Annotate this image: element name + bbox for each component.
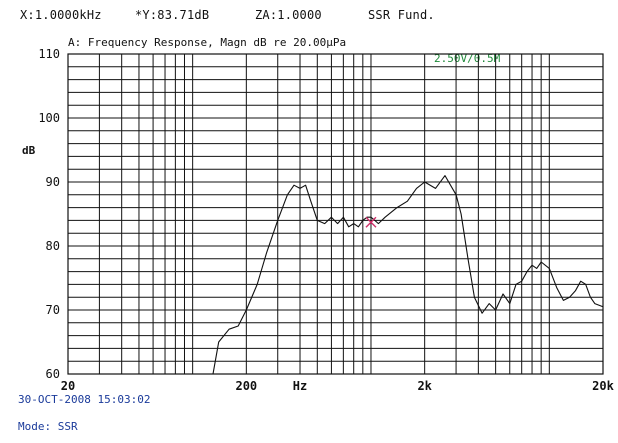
mode-footer: Mode: SSR: [18, 420, 78, 433]
x-readout: X:1.0000kHz: [20, 8, 102, 22]
y-readout: *Y:83.71dB: [135, 8, 210, 22]
chart-grid: [67, 53, 604, 375]
y-axis-label: dB: [22, 144, 36, 157]
response-curve: [212, 175, 604, 375]
x-tick-label: 20k: [592, 379, 614, 393]
x-tick-label: 200: [235, 379, 257, 393]
chart-cursor: [365, 216, 377, 228]
chart-title: A: Frequency Response, Magn dB re 20.00µ…: [68, 36, 347, 49]
cursor-marker-b: [365, 216, 377, 228]
chart-tick-labels: 60 70 80 90 100 110 20 200 2k 20k Hz: [38, 47, 614, 393]
z-readout: ZA:1.0000: [255, 8, 322, 22]
x-tick-label: 2k: [417, 379, 432, 393]
mode-readout: SSR Fund.: [368, 8, 435, 22]
y-tick-label: 60: [46, 367, 60, 381]
y-tick-label: 90: [46, 175, 60, 189]
y-tick-label: 70: [46, 303, 60, 317]
y-tick-label: 80: [46, 239, 60, 253]
x-axis-label: Hz: [293, 379, 307, 393]
timestamp: 30-OCT-2008 15:03:02: [18, 393, 151, 406]
plot-frame: [67, 53, 604, 375]
chart-series: [212, 175, 604, 375]
y-tick-label: 100: [38, 111, 60, 125]
chart-annotation: 2.50V/0.5M: [434, 52, 501, 65]
x-tick-label: 20: [61, 379, 75, 393]
y-tick-label: 110: [38, 47, 60, 61]
